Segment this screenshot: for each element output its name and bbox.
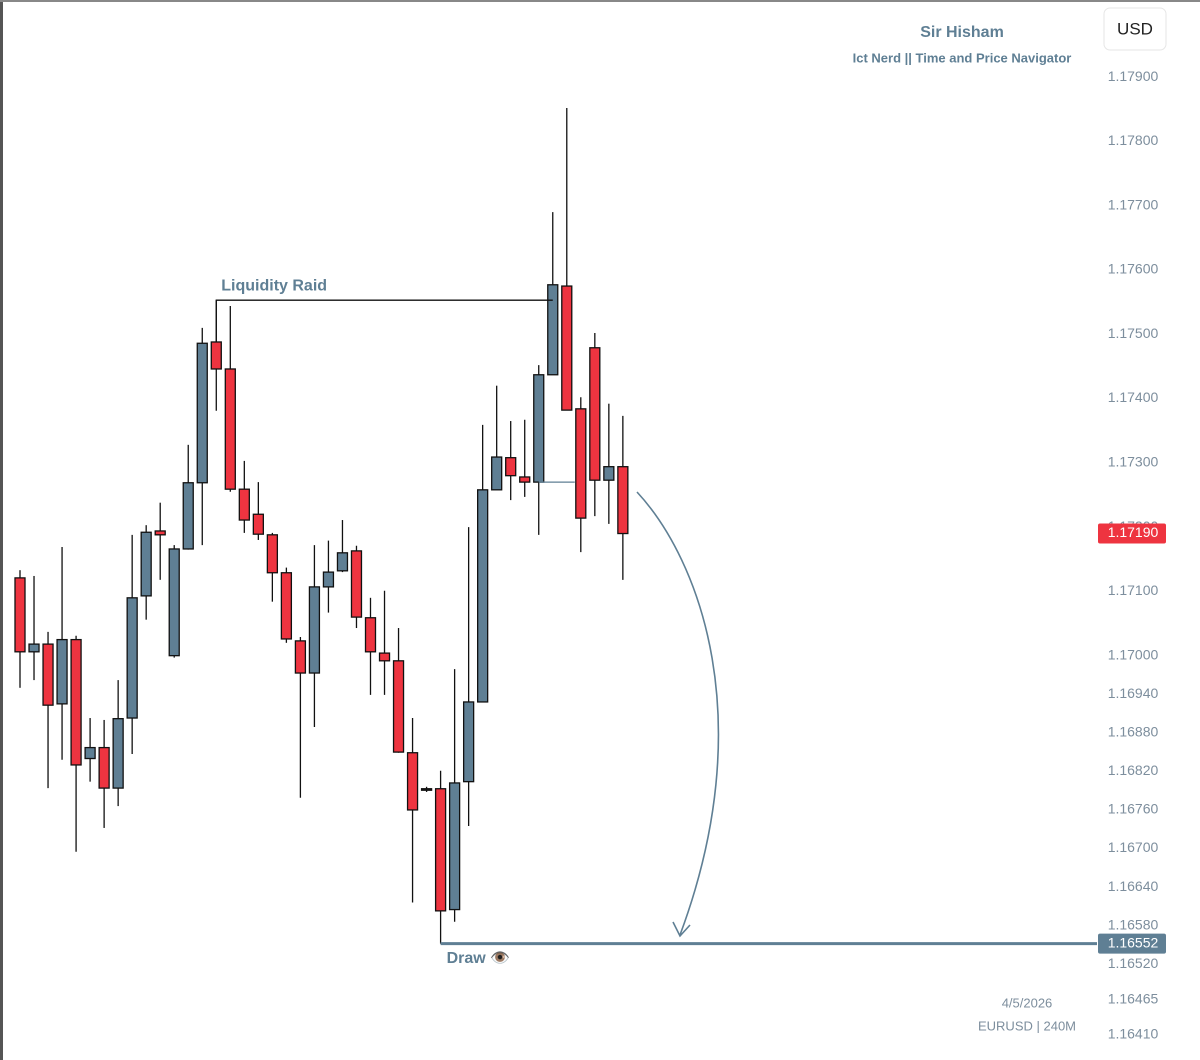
candle-body bbox=[70, 638, 82, 766]
overlay: Liquidity Raid Draw 👁️ 1.16552 1.17190 bbox=[215, 277, 1166, 967]
liquidity-label: Liquidity Raid bbox=[221, 277, 327, 294]
candle-body bbox=[505, 457, 517, 477]
candle-body bbox=[266, 534, 279, 574]
projection-arrow bbox=[636, 491, 720, 936]
candle-body bbox=[196, 342, 208, 484]
candle-body bbox=[28, 643, 40, 653]
candle-body bbox=[98, 746, 110, 789]
candle-body bbox=[378, 652, 391, 662]
y-tick-label: 1.16940 bbox=[1108, 685, 1159, 701]
y-tick-label: 1.16580 bbox=[1108, 916, 1159, 932]
candle-body bbox=[462, 701, 475, 783]
y-tick-label: 1.17500 bbox=[1108, 325, 1159, 341]
y-tick-label: 1.16520 bbox=[1108, 955, 1159, 971]
y-tick-label: 1.16465 bbox=[1108, 990, 1159, 1006]
candle-body bbox=[589, 347, 601, 481]
candle-body bbox=[617, 466, 629, 535]
y-tick-label: 1.17100 bbox=[1108, 582, 1159, 598]
candle-body bbox=[406, 752, 419, 811]
candle-body bbox=[575, 408, 587, 519]
candle-body bbox=[154, 530, 166, 536]
candle-body bbox=[210, 341, 222, 370]
candle-body bbox=[336, 552, 349, 572]
candle-body bbox=[84, 746, 96, 760]
candle-body bbox=[238, 488, 250, 521]
author: Sir Hisham bbox=[920, 24, 1004, 41]
y-tick-label: 1.16640 bbox=[1108, 878, 1159, 894]
candle-body bbox=[519, 476, 531, 483]
candle-body bbox=[392, 660, 405, 753]
y-tick-label: 1.16410 bbox=[1108, 1026, 1159, 1042]
y-tick-label: 1.17700 bbox=[1108, 196, 1159, 212]
y-tick-label: 1.16820 bbox=[1108, 762, 1159, 778]
candle-body bbox=[491, 456, 503, 491]
candle-body bbox=[112, 718, 124, 789]
candle-body bbox=[434, 788, 447, 912]
candle-body bbox=[477, 489, 489, 703]
candle-body bbox=[56, 638, 68, 705]
draw-price-label: 1.16552 bbox=[1108, 934, 1159, 950]
draw-label: Draw 👁️ bbox=[447, 950, 511, 967]
y-tick-label: 1.16700 bbox=[1108, 839, 1159, 855]
y-tick-label: 1.17300 bbox=[1108, 454, 1159, 470]
subtitle: Ict Nerd || Time and Price Navigator bbox=[853, 50, 1072, 65]
candle-body bbox=[294, 640, 307, 674]
arrow-head bbox=[672, 921, 691, 938]
candle-body bbox=[322, 571, 335, 588]
candle-body bbox=[224, 368, 236, 490]
candle-body bbox=[420, 788, 433, 791]
candle-body bbox=[547, 284, 559, 376]
last-price-tag bbox=[1098, 523, 1166, 544]
currency-box[interactable] bbox=[1103, 7, 1167, 51]
candles bbox=[14, 107, 629, 922]
y-tick-label: 1.17600 bbox=[1108, 261, 1159, 277]
candle-body bbox=[126, 597, 138, 719]
candle-body bbox=[448, 782, 461, 911]
candle-body bbox=[252, 513, 264, 535]
liquidity-line bbox=[215, 299, 553, 342]
y-tick-label: 1.17000 bbox=[1108, 646, 1159, 662]
symbol: EURUSD | 240M bbox=[978, 1018, 1076, 1033]
candle-body bbox=[182, 482, 194, 550]
last-price-label: 1.17190 bbox=[1108, 524, 1159, 540]
candle-body bbox=[140, 531, 152, 597]
candle-body bbox=[280, 572, 293, 640]
currency[interactable]: USD bbox=[1117, 19, 1153, 38]
draw-price-tag bbox=[1098, 933, 1166, 954]
candle-body bbox=[603, 466, 615, 481]
candle-body bbox=[561, 285, 573, 411]
y-tick-label: 1.16880 bbox=[1108, 724, 1159, 740]
y-tick-label: 1.16760 bbox=[1108, 801, 1159, 817]
candle-body bbox=[42, 643, 54, 706]
candle-body bbox=[364, 617, 377, 653]
candle-body bbox=[350, 550, 363, 618]
candle-body bbox=[14, 577, 26, 653]
y-tick-label: 1.17900 bbox=[1108, 68, 1159, 84]
candle-body bbox=[308, 586, 321, 674]
date: 4/5/2026 bbox=[1002, 995, 1053, 1010]
candle-body bbox=[168, 548, 180, 657]
y-tick-label: 1.17800 bbox=[1108, 132, 1159, 148]
candle-body bbox=[533, 374, 545, 483]
y-tick-label: 1.17400 bbox=[1108, 389, 1159, 405]
